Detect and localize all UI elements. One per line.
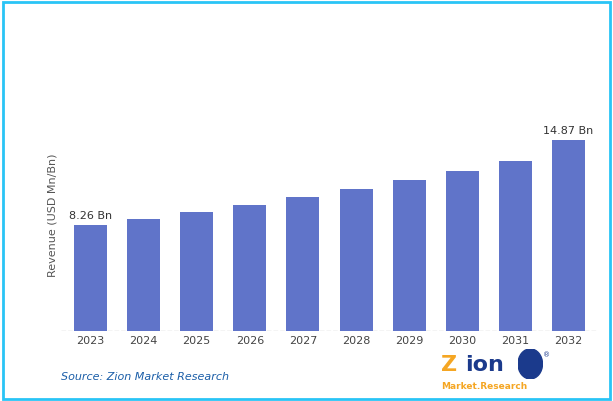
Bar (180, 212, 213, 331)
Bar (499, 161, 532, 331)
Bar (234, 205, 266, 331)
Bar (286, 197, 319, 331)
Text: 8.26 Bn: 8.26 Bn (69, 211, 112, 221)
Bar (74, 225, 107, 331)
Text: Healthcare Satellite Connectivity Market,: Healthcare Satellite Connectivity Market… (104, 23, 509, 41)
Circle shape (518, 349, 543, 379)
Text: Global Market Size, 2024-2032 (USD Billion): Global Market Size, 2024-2032 (USD Billi… (161, 58, 452, 71)
Text: Source: Zion Market Research: Source: Zion Market Research (61, 372, 229, 382)
Text: ion: ion (465, 355, 503, 375)
Text: ®: ® (543, 352, 550, 358)
Bar (393, 180, 425, 331)
Bar (446, 171, 479, 331)
Text: CAGR : 6.10%: CAGR : 6.10% (77, 119, 178, 132)
Bar (127, 219, 160, 331)
Y-axis label: Revenue (USD Mn/Bn): Revenue (USD Mn/Bn) (47, 154, 57, 277)
Text: 14.87 Bn: 14.87 Bn (543, 126, 593, 136)
Text: Market.Research: Market.Research (441, 383, 528, 391)
Bar (340, 188, 373, 331)
Bar (552, 140, 585, 331)
Text: Z: Z (441, 355, 457, 375)
